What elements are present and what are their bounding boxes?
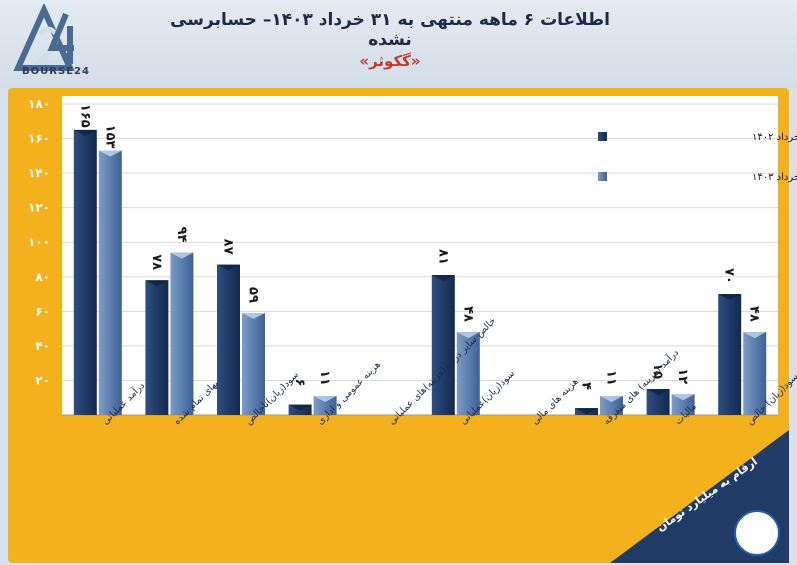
- bar-cap: [288, 404, 312, 411]
- legend-label: عملکرد منتهی به خرداد ۱۴۰۲: [752, 132, 797, 143]
- bar-cap: [145, 280, 169, 287]
- bar: [671, 394, 695, 415]
- bar: [242, 313, 265, 415]
- data-label: ۹۴: [174, 227, 189, 243]
- bar-cap: [456, 332, 480, 339]
- bar: [98, 150, 122, 415]
- data-label: ۱۵: [650, 363, 665, 379]
- y-tick-label: ۴۰: [35, 339, 50, 353]
- y-tick-label: ۱۰۰: [28, 235, 50, 249]
- company-symbol: «گکوثر»: [359, 52, 421, 70]
- data-label: ۷۸: [149, 254, 164, 270]
- bar: [313, 395, 337, 415]
- bourse24-logo: [13, 4, 75, 71]
- bar: [743, 332, 767, 415]
- legend-swatch: [598, 172, 607, 181]
- y-tick-label: ۱۶۰: [28, 132, 50, 146]
- data-label: ۴: [579, 382, 594, 390]
- page-title: اطلاعات ۶ ماهه منتهی به ۳۱ خرداد ۱۴۰۳– ح…: [170, 10, 610, 50]
- bar: [170, 252, 194, 415]
- bar: [73, 129, 97, 415]
- bar: [646, 389, 670, 415]
- data-label: ۶: [292, 379, 307, 387]
- legend-swatch: [598, 132, 607, 141]
- data-label: ۷۰: [722, 268, 737, 284]
- bar: [431, 275, 455, 415]
- bar: [217, 264, 240, 415]
- bar-cap: [431, 275, 455, 282]
- legend-label: عملکرد منتهی به خرداد ۱۴۰۳: [752, 172, 797, 183]
- y-tick-label: ۲۰: [35, 373, 50, 387]
- bar-cap: [718, 294, 742, 301]
- data-label: ۵۹: [246, 287, 261, 303]
- logo-text: BOURSE24: [22, 66, 90, 77]
- bar-cap: [170, 252, 194, 259]
- bar: [145, 280, 169, 415]
- y-tick-label: ۶۰: [35, 304, 50, 318]
- bar-cap: [313, 395, 337, 402]
- bar-cap: [646, 389, 670, 396]
- bar-cap: [217, 264, 240, 271]
- bar-cap: [242, 313, 265, 320]
- data-label: ۱۶۵: [77, 104, 92, 128]
- y-tick-label: ۱۲۰: [28, 201, 50, 215]
- data-label: ۱۱: [604, 370, 619, 386]
- bar-cap: [98, 150, 122, 157]
- data-label: ۱۲: [675, 368, 690, 384]
- bar-cap: [743, 332, 767, 339]
- y-tick-label: ۱۸۰: [28, 97, 50, 111]
- data-label: ۴۸: [460, 306, 475, 322]
- data-label: ۴۸: [747, 306, 762, 322]
- bar: [600, 395, 623, 415]
- bar-cap: [671, 394, 695, 401]
- bourse24-badge-icon: [734, 510, 780, 556]
- bar-cap: [600, 395, 623, 402]
- data-label: ۱۱: [317, 370, 332, 386]
- bar-cap: [575, 408, 598, 415]
- data-label: ۱۵۳: [102, 125, 117, 149]
- plot-area: [62, 96, 778, 415]
- y-tick-label: ۱۴۰: [28, 166, 50, 180]
- bar: [456, 332, 480, 415]
- data-label: ۸۷: [221, 239, 236, 255]
- header-background: [0, 0, 797, 88]
- bar: [718, 294, 742, 415]
- bar-cap: [73, 129, 97, 136]
- data-label: ۸۱: [435, 249, 450, 265]
- y-tick-label: ۸۰: [35, 270, 50, 284]
